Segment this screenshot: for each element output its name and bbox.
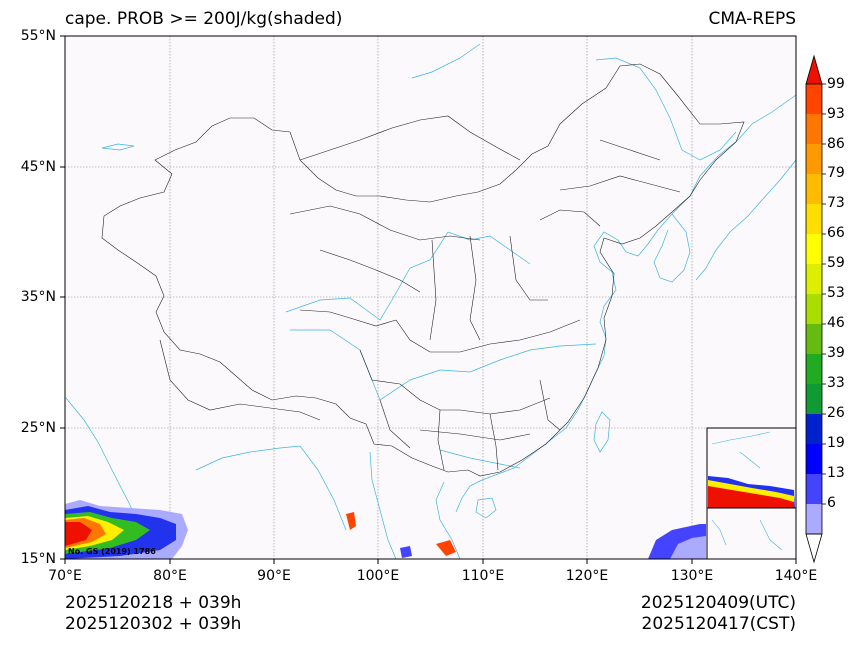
colorbar-segment (806, 444, 822, 474)
coastline-indochina (369, 451, 397, 560)
mongolia-border (299, 115, 521, 161)
lat-label-25n: 25°N (20, 420, 56, 436)
coastline-hainan (475, 497, 497, 519)
colorbar-label-99: 99 (827, 76, 845, 92)
province-lines-north (289, 205, 548, 341)
colorbar-label-59: 59 (827, 255, 845, 271)
colorbar (805, 54, 826, 564)
lat-label-35n: 35°N (20, 289, 56, 305)
axis-ticks (60, 35, 797, 564)
administrative-borders (101, 63, 745, 477)
colorbar-label-66: 66 (827, 225, 845, 241)
colorbar-bottom-extension (805, 533, 823, 564)
colorbar-outline (805, 83, 823, 535)
map-background (65, 36, 796, 559)
colorbar-label-39: 39 (827, 345, 845, 361)
colorbar-label-93: 93 (827, 106, 845, 122)
colorbar-segment (806, 234, 822, 264)
lon-label-90e: 90°E (257, 568, 291, 584)
river-yellow (285, 231, 531, 321)
colorbar-segment (806, 414, 822, 444)
init-time-cst: 2025120302 + 039h (65, 614, 242, 634)
colorbar-segment (806, 114, 822, 144)
colorbar-segment (806, 474, 822, 504)
lon-label-130e: 130°E (670, 568, 714, 584)
model-name: CMA-REPS (708, 9, 796, 29)
colorbar-label-46: 46 (827, 315, 845, 331)
china-outline (101, 63, 745, 477)
coastlines-and-rivers (65, 43, 797, 560)
valid-time-utc: 2025120409(UTC) (640, 593, 796, 613)
coastline-russia-north (595, 57, 737, 161)
shade-bengal-small (346, 512, 356, 530)
lon-label-110e: 110°E (461, 568, 505, 584)
colorbar-segment (806, 384, 822, 414)
colorbar-label-13: 13 (827, 465, 845, 481)
colorbar-label-33: 33 (827, 375, 845, 391)
lat-label-45n: 45°N (20, 159, 56, 175)
coastline-korea (653, 213, 691, 283)
province-lines-south (379, 379, 561, 471)
colorbar-segment (806, 324, 822, 354)
colorbar-segment (806, 294, 822, 324)
gridlines (65, 36, 796, 559)
colorbar-segment (806, 264, 822, 294)
shade-southwest-red (65, 522, 92, 546)
colorbar-top-extension (805, 54, 823, 85)
colorbar-label-86: 86 (827, 136, 845, 152)
colorbar-segment (806, 144, 822, 174)
shade-indochina-small (436, 540, 456, 556)
colorbar-label-53: 53 (827, 285, 845, 301)
colorbar-segment (806, 174, 822, 204)
colorbar-label-79: 79 (827, 165, 845, 181)
colorbar-segment (806, 204, 822, 234)
colorbar-label-6: 6 (827, 495, 836, 511)
lat-label-15n: 15°N (20, 551, 56, 567)
india-border (159, 339, 321, 421)
lon-label-80e: 80°E (153, 568, 187, 584)
init-time-utc: 2025120218 + 039h (65, 593, 242, 613)
province-lines-northeast (539, 139, 681, 227)
river-yangtze (290, 329, 597, 401)
river-pearl (439, 449, 521, 469)
lake-balkhash (101, 143, 135, 151)
inset-coastline (711, 431, 783, 551)
colorbar-segment (806, 504, 822, 534)
lon-label-100e: 100°E (356, 568, 400, 584)
lon-label-70e: 70°E (48, 568, 82, 584)
coastline-east-asia (455, 94, 797, 513)
coastline-taiwan (593, 411, 611, 453)
lon-label-140e: 140°E (774, 568, 818, 584)
valid-time-cst: 2025120417(CST) (641, 614, 796, 634)
coastline-vietnam (435, 481, 461, 560)
lon-label-120e: 120°E (565, 568, 609, 584)
inset-shade-red (708, 486, 794, 508)
colorbar-label-19: 19 (827, 435, 845, 451)
colorbar-label-26: 26 (827, 405, 845, 421)
coastline-bay-of-bengal (195, 445, 347, 531)
shade-pacific-inner (670, 536, 706, 559)
shaded-probability-areas (65, 500, 706, 559)
colorbar-segment (806, 84, 822, 114)
inset-map (706, 427, 797, 560)
lake-baikal (411, 43, 481, 79)
colorbar-segment (806, 354, 822, 384)
chart-title: cape. PROB >= 200J/kg(shaded) (65, 9, 343, 29)
shade-indochina-blue (400, 546, 412, 558)
lat-label-55n: 55°N (20, 28, 56, 44)
map-approval-number: No. GS (2019) 1786 (68, 547, 156, 556)
colorbar-label-73: 73 (827, 195, 845, 211)
coastline-japan (695, 159, 797, 281)
